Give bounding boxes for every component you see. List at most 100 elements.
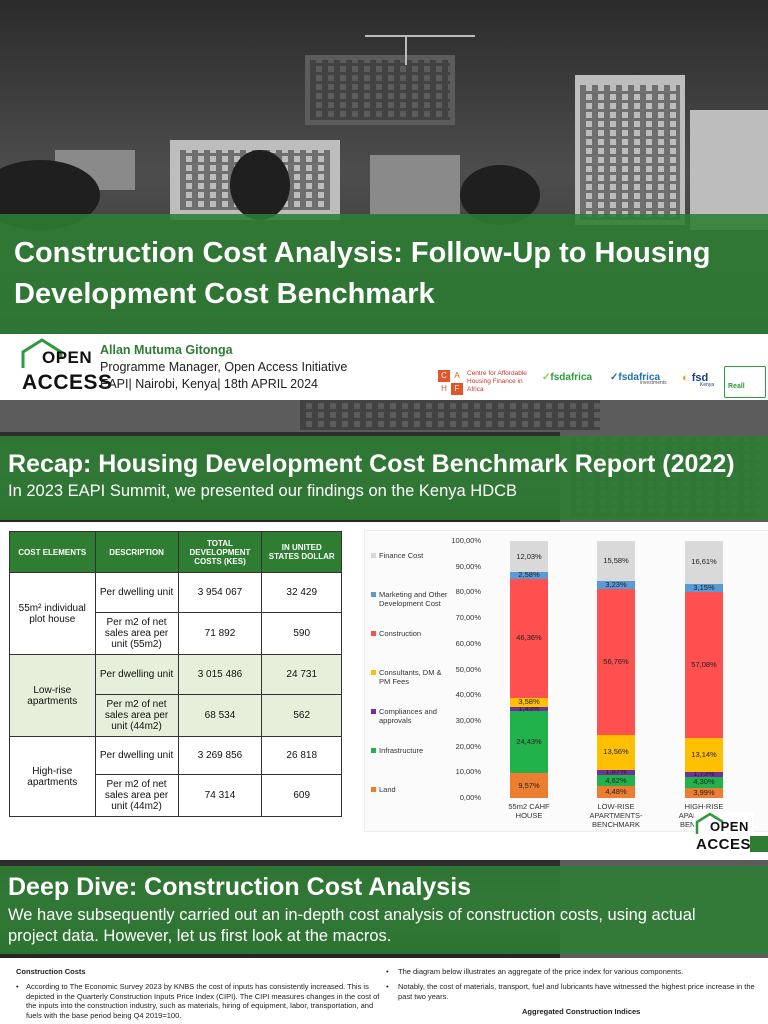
table-cell-element: Low-rise apartments [9,654,96,737]
slide3-left-bullet: • According to The Economic Survey 2023 … [16,982,386,1020]
fsd-kenya-logo: ◐ fsd Kenya [682,372,714,388]
bar-segment [597,734,635,770]
table-cell-kes: 71 892 [177,612,263,655]
cahf-letter-h: H [441,384,447,393]
legend-swatch [371,670,376,675]
table-cell-usd: 590 [261,612,342,655]
bar-segment [510,706,548,711]
slide3-right-bullet-1-text: The diagram below illustrates an aggrega… [398,967,684,976]
bar-data-label: 1,87% [605,767,627,777]
open-access-logo: OPEN ACCESS [20,338,112,398]
y-tick-label: 50,00% [455,664,481,674]
table-cell-usd: 24 731 [261,654,342,695]
bar-segment [510,541,548,572]
presenter-name: Allan Mutuma Gitonga [100,343,233,357]
bar-segment [510,578,548,698]
legend-label: Finance Cost [379,551,424,560]
slide2-subtitle: In 2023 EAPI Summit, we presented our fi… [8,482,518,500]
bar-segment [597,540,635,581]
legend-label: Consultants, DM & PM Fees [379,668,442,686]
slide1-presenter-panel [0,334,768,400]
table-row: 55m² individual plot house Per dwelling … [9,572,342,655]
bar-data-label: 3,23% [605,579,627,589]
table-header-row: COST ELEMENTS DESCRIPTION TOTAL DEVELOPM… [9,531,342,573]
open-access-logo-slide2: OPEN ACCESS [694,812,761,856]
bar-segment [685,541,723,584]
fsd-leaf-icon: ✓ [542,372,551,383]
bar-data-label: 3,15% [693,582,715,592]
y-tick-label: 0,00% [459,793,481,802]
bar-segment [510,773,548,798]
logo-word-access: ACCESS [22,371,113,394]
bar-data-label: 4,62% [605,775,627,785]
bar-data-label: 3,58% [518,697,540,707]
y-tick-label: 30,00% [455,715,481,725]
legend-swatch [371,631,376,636]
bar-segment [510,571,548,579]
bar-data-label: 16,61% [691,557,717,567]
bar-data-label: 1,73% [693,769,715,779]
event-line: EAPI| Nairobi, Kenya| 18th APRIL 2024 [100,377,318,391]
legend-swatch [371,748,376,753]
table-cell-desc: Per dwelling unit [94,572,179,613]
table-row: Per m2 of net sales area per unit (55m2)… [10,612,342,655]
table-cell-usd: 26 818 [261,736,342,775]
y-tick-label: 90,00% [455,561,481,571]
fsd-kenya-label: fsd [691,372,709,384]
fsdafrica-investments-logo: ✓fsdafrica investments [610,372,667,386]
slide3-body: We have subsequently carried out an in-d… [8,906,696,945]
slide3-right-bullet-2-text: Notably, the cost of materials, transpor… [398,982,755,1001]
slide2-title: Recap: Housing Development Cost Benchmar… [8,450,735,478]
bar-data-label: 1,43% [518,703,540,713]
slide3-right-bullet-1: • The diagram below illustrates an aggre… [386,967,756,977]
y-tick-label: 100,00% [451,536,481,545]
legend-label: Infrastructure [379,746,424,755]
cahf-logo: C A H F Centre for Affordable Housing Fi… [438,370,538,398]
legend-swatch [371,553,376,558]
y-tick-label: 80,00% [455,587,481,597]
table-cell-usd: 32 429 [261,572,342,613]
bar-segment [597,774,635,787]
table-cell-kes: 68 534 [177,694,263,737]
table-cell-desc: Per m2 of net sales area per unit (55m2) [94,612,179,655]
legend-label: Marketing and Other Development Cost [379,590,448,608]
cost-benchmark-table: COST ELEMENTS DESCRIPTION TOTAL DEVELOPM… [9,531,342,817]
house-outline-icon [21,338,63,368]
bullet-icon: • [386,967,389,976]
fsd-kenya-swirl-icon: ◐ [682,372,689,384]
table-header-description: DESCRIPTION [94,531,179,573]
y-tick-label: 40,00% [455,690,481,700]
table-cell-desc: Per dwelling unit [94,654,179,695]
bar-data-label: 3,99% [693,787,715,797]
legend-swatch [371,709,376,714]
logo-word-open: OPEN [710,819,749,834]
bar-data-label: 24,43% [516,737,542,746]
cahf-letter-a: A [454,371,460,380]
reall-label: Reall [728,383,745,390]
bar-segment [685,583,723,592]
table-cell-usd: 562 [261,694,342,737]
table-cell-usd: 609 [261,774,342,817]
bar-data-label: 46,36% [516,633,542,643]
y-tick-label: 10,00% [455,767,481,777]
cahf-letter-c: C [438,370,450,382]
bar-data-label: 4,48% [605,787,627,797]
bar-data-label: 12,03% [516,551,542,561]
legend-label: Land [379,785,396,794]
bar-segment [685,738,723,773]
bar-segment [597,580,635,590]
bar-segment [685,772,723,777]
bar-data-label: 57,08% [691,660,717,670]
table-row: Per m2 of net sales area per unit (44m2)… [10,694,342,737]
table-cell-kes: 74 314 [177,774,263,817]
bar-data-label: 15,58% [603,555,629,565]
table-cell-kes: 3 269 856 [177,736,263,775]
bar-segment [685,787,723,798]
y-tick-label: 20,00% [455,741,481,751]
table-cell-element: High-rise apartments [9,736,96,817]
table-row: Low-rise apartments Per dwelling unit 3 … [9,654,342,737]
slide3-left-bullet-text: According to The Economic Survey 2023 by… [26,982,380,1020]
slide1-title-band [0,214,768,334]
table-row: High-rise apartments Per dwelling unit 3… [9,736,342,817]
slide2-corner-accent [750,836,768,852]
